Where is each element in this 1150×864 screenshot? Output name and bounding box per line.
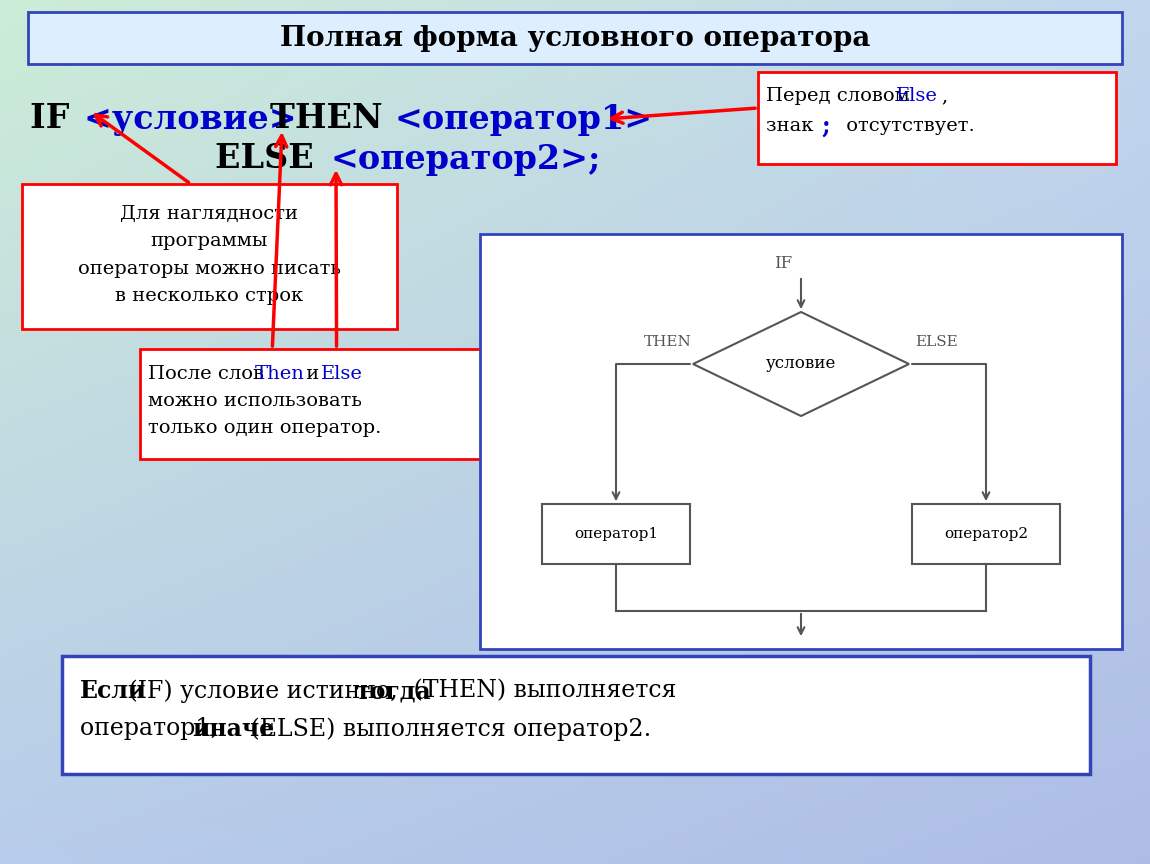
Text: Else: Else: [896, 87, 938, 105]
FancyBboxPatch shape: [62, 656, 1090, 774]
Text: ELSE: ELSE: [215, 143, 325, 175]
Text: оператор2: оператор2: [944, 527, 1028, 541]
FancyBboxPatch shape: [758, 72, 1116, 164]
Text: тогда: тогда: [355, 679, 431, 703]
Text: только один оператор.: только один оператор.: [148, 419, 382, 437]
FancyBboxPatch shape: [28, 12, 1122, 64]
Text: <условие>: <условие>: [84, 103, 308, 136]
Text: отсутствует.: отсутствует.: [840, 117, 975, 135]
Text: Если: Если: [81, 679, 146, 703]
Text: Then: Then: [255, 365, 305, 383]
FancyBboxPatch shape: [912, 504, 1060, 564]
Text: (ELSE) выполняется оператор2.: (ELSE) выполняется оператор2.: [243, 717, 651, 740]
Text: ,: ,: [941, 87, 948, 105]
Text: операторы можно писать: операторы можно писать: [78, 260, 342, 278]
Text: THEN: THEN: [270, 103, 406, 136]
FancyBboxPatch shape: [542, 504, 690, 564]
Text: оператор1,: оператор1,: [81, 717, 225, 740]
Text: можно использовать: можно использовать: [148, 392, 362, 410]
Text: условие: условие: [766, 355, 836, 372]
Text: После слов: После слов: [148, 365, 270, 383]
Text: (THEN) выполняется: (THEN) выполняется: [406, 679, 676, 702]
FancyBboxPatch shape: [140, 349, 518, 459]
Text: ;: ;: [821, 114, 829, 138]
Text: оператор1: оператор1: [574, 527, 658, 541]
Text: и: и: [300, 365, 325, 383]
Text: Для наглядности: Для наглядности: [121, 205, 299, 223]
Text: THEN: THEN: [644, 335, 692, 349]
Text: программы: программы: [151, 232, 268, 250]
Text: Else: Else: [321, 365, 363, 383]
FancyBboxPatch shape: [480, 234, 1122, 649]
Text: IF: IF: [30, 103, 82, 136]
Text: ELSE: ELSE: [915, 335, 958, 349]
FancyBboxPatch shape: [22, 184, 397, 329]
Text: <оператор2>;: <оператор2>;: [330, 143, 600, 175]
Text: иначе: иначе: [192, 717, 275, 741]
Text: Полная форма условного оператора: Полная форма условного оператора: [279, 24, 871, 52]
Text: IF: IF: [774, 256, 792, 272]
Text: (IF) условие истинно,: (IF) условие истинно,: [121, 679, 405, 702]
Text: в несколько строк: в несколько строк: [115, 287, 304, 305]
Polygon shape: [693, 312, 908, 416]
Text: знак: знак: [766, 117, 820, 135]
Text: Перед словом: Перед словом: [766, 87, 917, 105]
Text: <оператор1>: <оператор1>: [394, 103, 653, 136]
